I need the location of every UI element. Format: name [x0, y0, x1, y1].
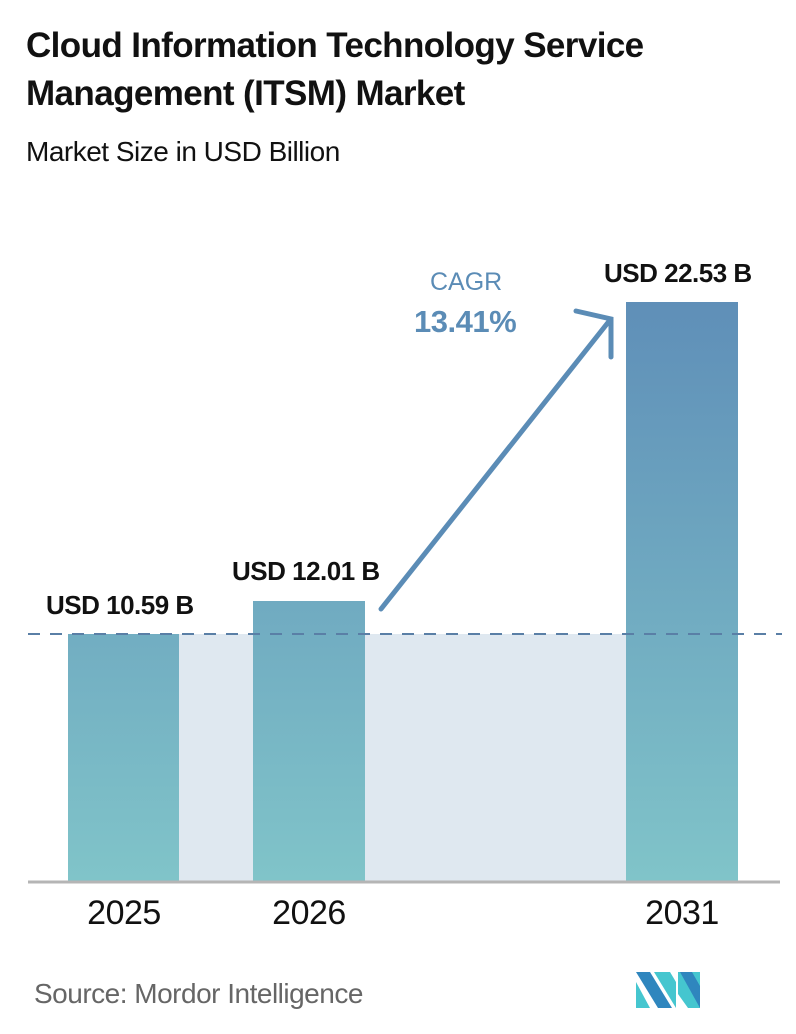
chart-title: Cloud Information Technology Service Man… [26, 26, 644, 113]
source-caption: Source: Mordor Intelligence [34, 978, 363, 1009]
x-tick-2025: 2025 [87, 894, 161, 932]
x-tick-2031: 2031 [645, 894, 719, 932]
x-tick-2026: 2026 [272, 894, 346, 932]
bar-2026 [253, 601, 365, 881]
baseline-band [179, 634, 626, 881]
mordor-intelligence-logo-icon [636, 972, 700, 1008]
bar-2025 [68, 634, 179, 881]
bar-2031 [626, 302, 738, 881]
bar-value-label-2026: USD 12.01 B [232, 556, 380, 586]
cagr-arrow-icon [378, 308, 614, 612]
bar-value-label-2025: USD 10.59 B [46, 590, 194, 620]
cagr-label: CAGR [430, 268, 503, 296]
bar-value-label-2031: USD 22.53 B [604, 258, 752, 288]
cagr-value: 13.41% [414, 304, 517, 339]
chart-subtitle: Market Size in USD Billion [26, 136, 340, 167]
